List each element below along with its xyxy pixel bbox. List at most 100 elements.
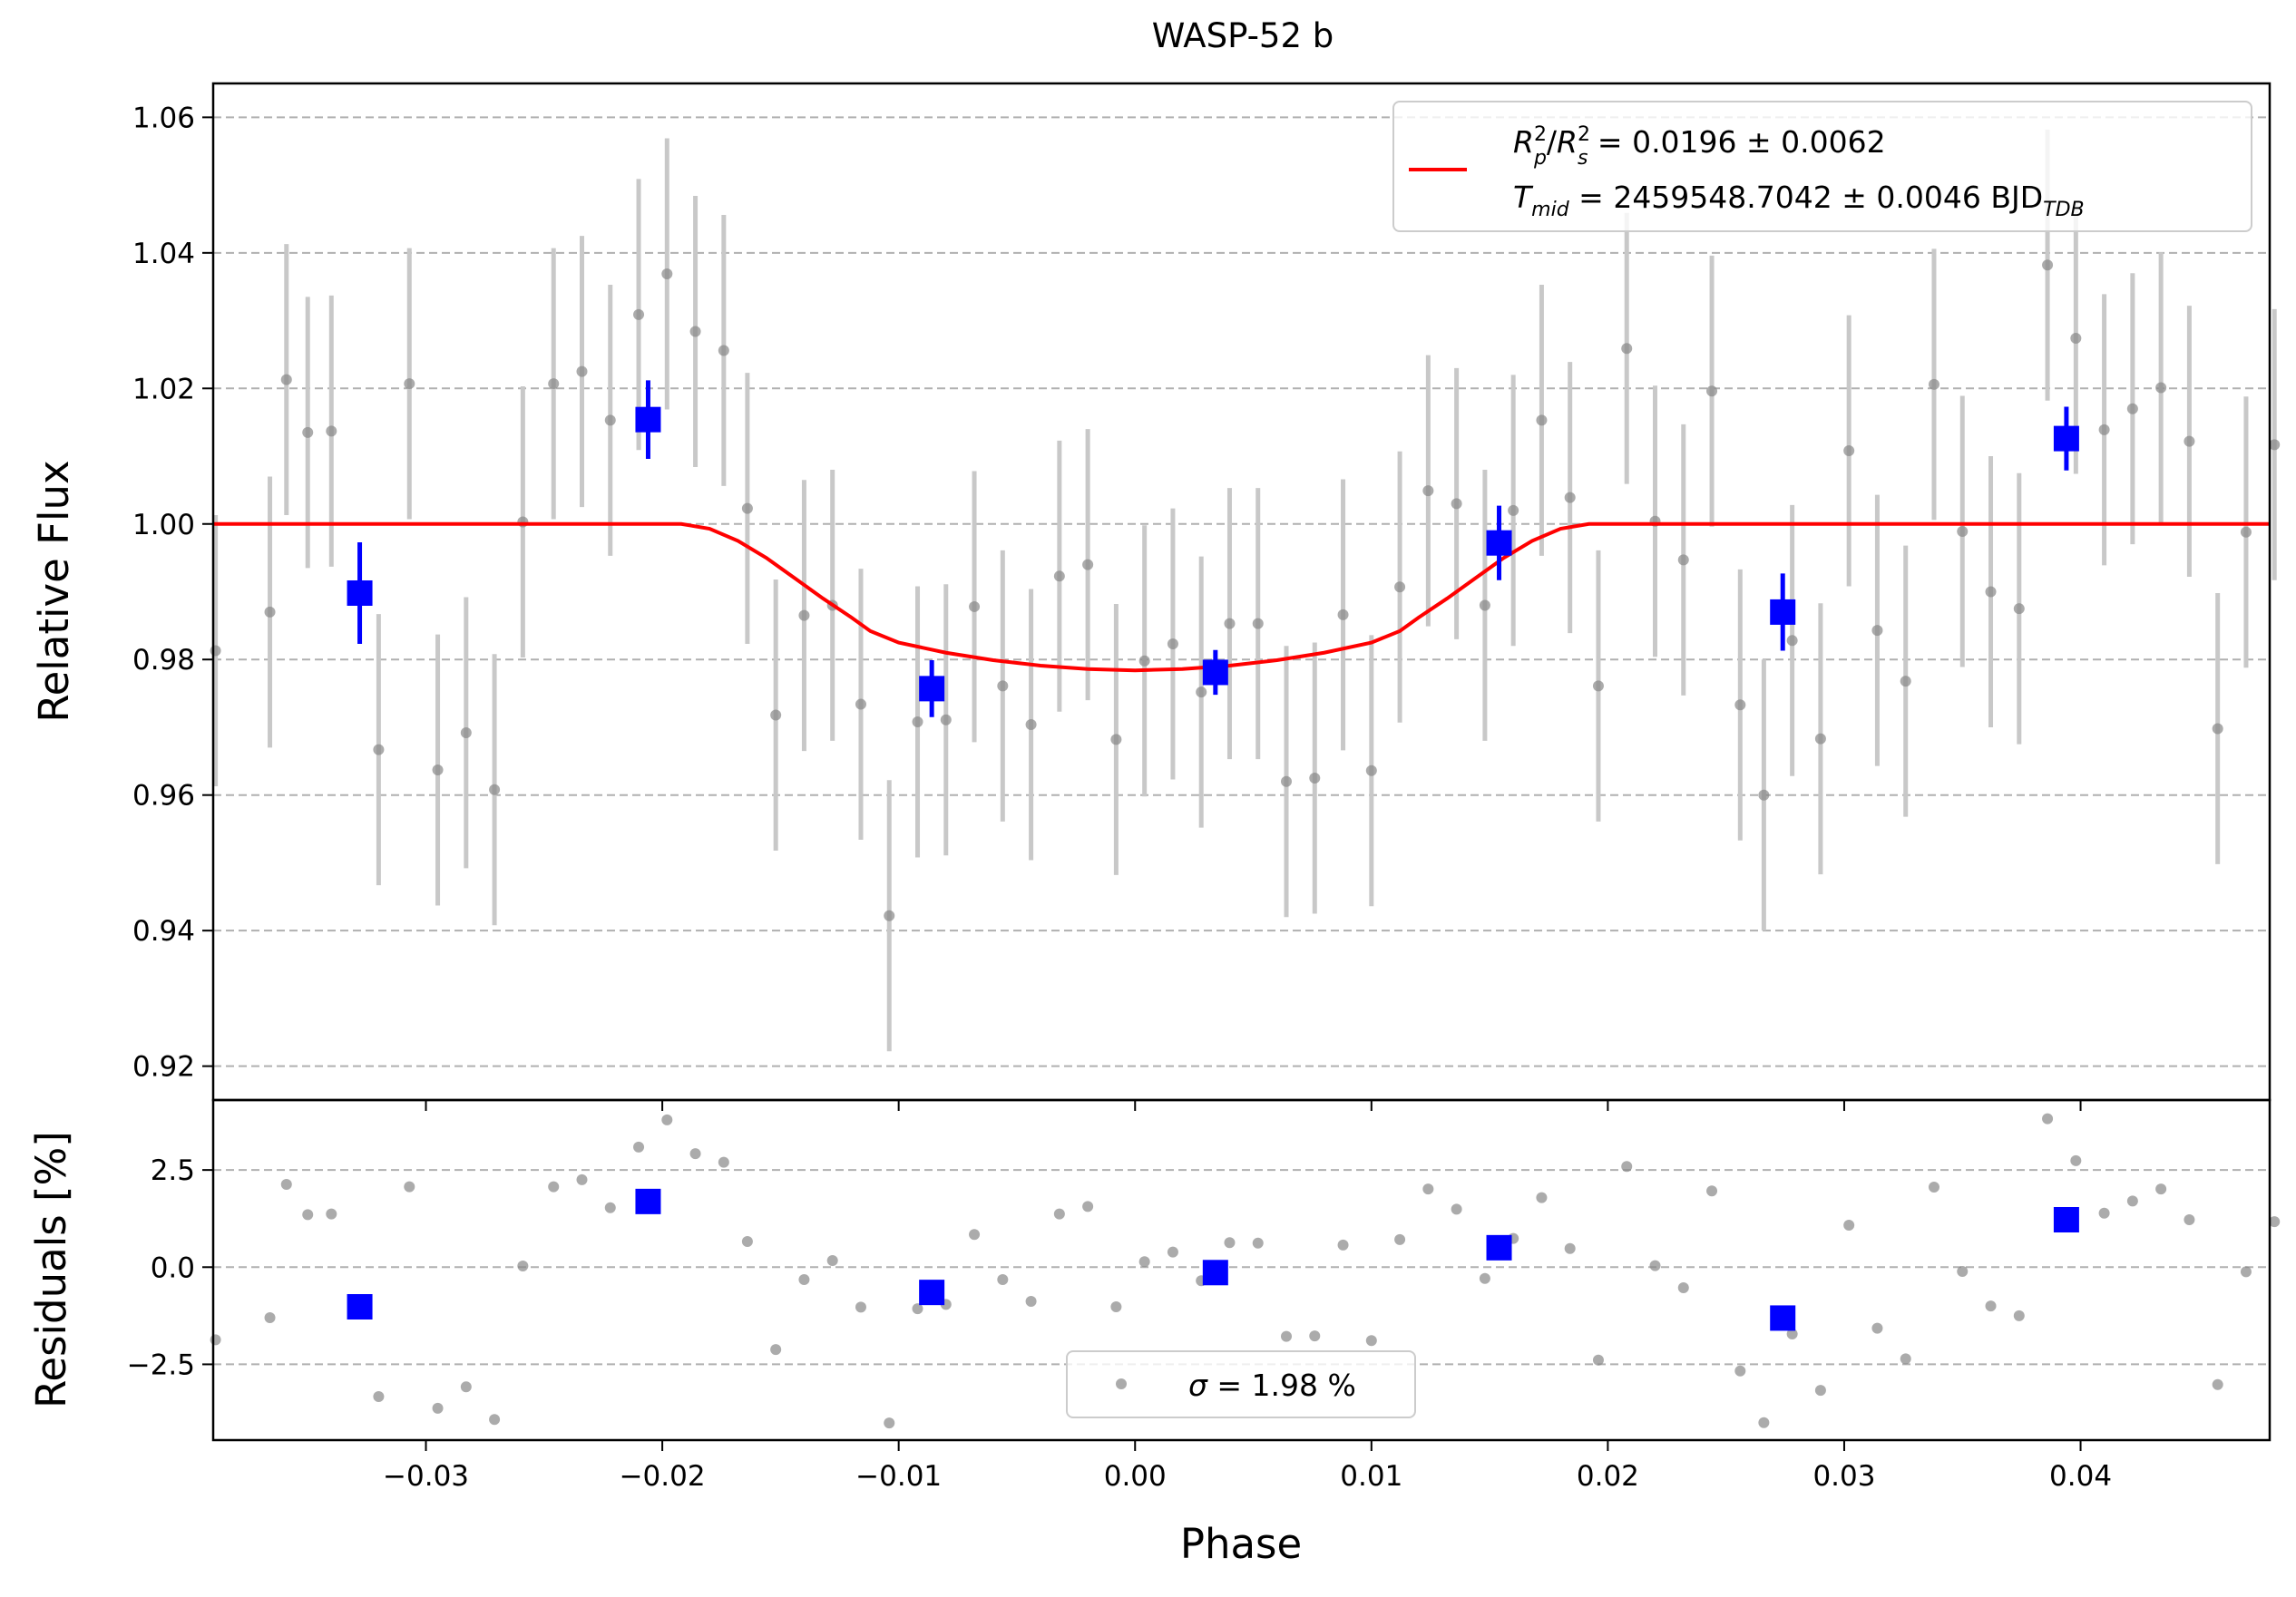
raw-residual-point: [489, 1414, 501, 1426]
flux-y-ticks: 0.92 0.94 0.96 0.98 1.00 1.02 1.04 1.06: [132, 102, 213, 1084]
residuals-panel-frame: [211, 1098, 2272, 1442]
raw-residual-point: [1536, 1192, 1548, 1203]
raw-residual-point: [576, 1173, 588, 1185]
raw-residual-point: [1479, 1272, 1490, 1284]
raw-residual-point: [1252, 1237, 1264, 1249]
raw-flux-point: [489, 784, 501, 795]
raw-residual-point: [1337, 1239, 1349, 1251]
raw-residual-point: [770, 1344, 782, 1356]
flux-panel: 0.92 0.94 0.96 0.98 1.00 1.02 1.04 1.06 R2 p/R2 s…: [30, 82, 2281, 1111]
raw-flux-point: [1592, 680, 1604, 692]
raw-flux-point: [432, 764, 444, 776]
phase-x-tick-label: 0.03: [1812, 1460, 1875, 1493]
raw-flux-point: [1309, 773, 1321, 784]
raw-flux-point: [280, 374, 292, 385]
raw-flux-point: [1508, 504, 1519, 516]
raw-residual-point: [1843, 1220, 1855, 1231]
raw-residual-point: [2070, 1154, 2082, 1166]
phase-x-tick-label: 0.02: [1577, 1460, 1639, 1493]
raw-residual-point: [741, 1236, 753, 1247]
phase-x-tick-label: 0.04: [2049, 1460, 2112, 1493]
raw-flux-point: [633, 308, 645, 320]
flux-y-tick-label: 1.06: [132, 102, 195, 134]
raw-residual-point: [633, 1141, 645, 1153]
binned-residual-point: [635, 1188, 661, 1214]
binned-flux-point: [1202, 659, 1228, 686]
raw-residual-point: [1649, 1260, 1661, 1271]
residuals-legend-box: [1066, 1350, 1416, 1418]
raw-residual-point: [2269, 1216, 2281, 1228]
raw-flux-point: [997, 680, 1009, 692]
raw-flux-point: [1871, 625, 1883, 637]
raw-residual-point: [1365, 1335, 1377, 1347]
raw-flux-point: [1564, 492, 1576, 503]
raw-flux-point: [689, 326, 701, 337]
binned-flux-points: [347, 380, 2079, 717]
raw-residual-point: [1786, 1329, 1798, 1339]
raw-residual-point: [2212, 1378, 2223, 1390]
raw-flux-point: [1082, 559, 1094, 570]
flux-y-tick-label: 1.00: [132, 509, 195, 541]
raw-flux-point: [1110, 734, 1122, 745]
raw-flux-point: [798, 609, 810, 621]
raw-residual-point: [884, 1417, 895, 1429]
raw-flux-point: [1053, 570, 1065, 582]
raw-flux-point: [940, 714, 952, 725]
raw-residual-point: [210, 1334, 221, 1346]
binned-flux-point: [1486, 530, 1512, 556]
raw-flux-point: [1677, 554, 1689, 566]
raw-residual-point: [1224, 1237, 1236, 1249]
raw-flux-point: [1786, 635, 1798, 647]
raw-residual-point: [302, 1209, 314, 1221]
binned-flux-point: [919, 676, 945, 702]
binned-residual-point: [1486, 1234, 1512, 1261]
flux-y-tick-label: 0.96: [132, 780, 195, 813]
raw-residual-point: [1281, 1330, 1293, 1342]
sigma-legend-marker: [1116, 1378, 1127, 1389]
raw-residual-point: [1758, 1417, 1770, 1428]
raw-residual-point: [1082, 1201, 1094, 1212]
raw-flux-point: [1167, 638, 1178, 650]
raw-residual-point: [1814, 1385, 1826, 1397]
flux-y-tick-label: 1.02: [132, 373, 195, 405]
phase-x-tick-label: −0.02: [620, 1460, 706, 1493]
raw-residual-point: [1451, 1203, 1462, 1215]
flux-y-axis-label: Relative Flux: [30, 460, 78, 722]
phase-x-tick-label: 0.01: [1340, 1460, 1402, 1493]
raw-flux-point: [210, 645, 221, 657]
raw-residual-point: [548, 1181, 560, 1193]
raw-residual-point: [264, 1312, 276, 1323]
residuals-y-tick-label: −2.5: [127, 1349, 195, 1381]
flux-legend-box: [1392, 101, 2252, 232]
binned-flux-point: [2053, 425, 2079, 452]
raw-residual-point: [1592, 1354, 1604, 1366]
binned-residual-point: [1202, 1260, 1228, 1286]
binned-flux-point: [347, 579, 373, 606]
raw-flux-point: [2042, 259, 2054, 271]
raw-residual-point: [969, 1229, 981, 1241]
residuals-x-ticks: −0.03 −0.02 −0.01 0.00 0.01 0.02 0.03 0.04: [383, 1440, 2112, 1493]
raw-flux-point: [1138, 655, 1150, 667]
sigma-legend-label: σ = 1.98 %: [1188, 1368, 1356, 1403]
raw-flux-point: [1337, 609, 1349, 620]
raw-flux-point: [1621, 343, 1633, 355]
phase-x-tick-label: 0.00: [1104, 1460, 1167, 1493]
raw-residual-point: [1985, 1300, 1997, 1312]
raw-residual-point: [1309, 1330, 1321, 1342]
raw-flux-point: [2269, 439, 2281, 451]
phase-x-axis-label: Phase: [1180, 1520, 1302, 1568]
raw-flux-point: [1985, 586, 1997, 598]
raw-residual-point: [1564, 1242, 1576, 1254]
raw-flux-point: [1814, 733, 1826, 745]
raw-flux-point: [661, 268, 673, 280]
raw-flux-point: [576, 365, 588, 377]
raw-residual-point: [2240, 1266, 2252, 1278]
raw-flux-point: [302, 426, 314, 438]
raw-residual-point: [1871, 1322, 1883, 1334]
binned-flux-point: [635, 406, 661, 433]
binned-residual-point: [2053, 1207, 2079, 1232]
raw-flux-point: [2212, 723, 2223, 735]
raw-residual-point: [1621, 1161, 1633, 1173]
raw-flux-point: [1196, 687, 1207, 698]
